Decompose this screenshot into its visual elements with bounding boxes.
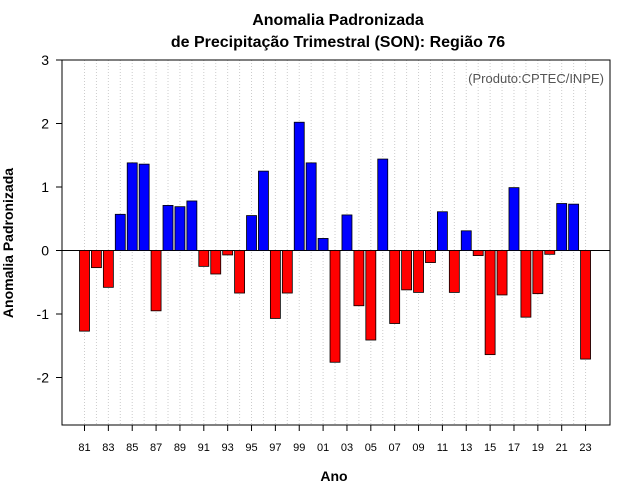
bar-21 (556, 203, 568, 251)
bar-22 (568, 203, 580, 251)
bar-96 (258, 170, 269, 251)
x-tick-label: 07 (389, 442, 401, 454)
bar-12 (448, 250, 460, 293)
bar-16 (496, 250, 508, 296)
bar-15 (484, 250, 496, 356)
bar-99 (293, 121, 305, 251)
grid-lines (84, 60, 587, 425)
y-axis: -2 -1 0 1 2 3 (37, 52, 62, 386)
bar-93 (222, 250, 234, 256)
x-tick-label: 91 (198, 442, 210, 454)
x-tick-label: 95 (245, 442, 257, 454)
bar-04 (353, 250, 365, 307)
credit-text: (Produto:CPTEC/INPE) (468, 71, 604, 86)
bar-81 (79, 250, 90, 332)
y-tick-label: 2 (41, 116, 49, 132)
x-tick-label: 97 (269, 442, 281, 454)
x-tick-label: 21 (556, 442, 568, 454)
bar-08 (401, 250, 413, 291)
y-axis-label: Anomalia Padronizada (0, 168, 16, 318)
bar-20 (544, 250, 556, 255)
y-tick-label: -2 (37, 370, 50, 386)
bar-88 (162, 205, 174, 251)
x-tick-label: 89 (174, 442, 186, 454)
bar-82 (91, 250, 102, 269)
bar-90 (186, 200, 198, 251)
bar-02 (329, 250, 341, 363)
x-axis-label: Ano (320, 468, 347, 484)
y-tick-label: 0 (41, 243, 49, 259)
x-tick-label: 15 (484, 442, 496, 454)
x-tick-label: 01 (317, 442, 329, 454)
x-tick-label: 09 (412, 442, 424, 454)
bar-09 (413, 250, 424, 293)
bar-00 (305, 162, 317, 251)
bar-91 (198, 250, 210, 267)
chart-title: Anomalia Padronizada (252, 12, 424, 29)
bar-97 (269, 250, 281, 319)
bar-07 (389, 250, 401, 324)
bar-92 (210, 250, 222, 275)
bar-95 (246, 215, 257, 251)
bar-84 (114, 213, 126, 251)
x-tick-label: 93 (222, 442, 234, 454)
x-tick-label: 99 (293, 442, 305, 454)
bar-11 (436, 211, 448, 251)
y-tick-label: -1 (37, 306, 50, 322)
bar-98 (281, 250, 293, 294)
x-tick-label: 23 (579, 442, 591, 454)
chart-subtitle: de Precipitação Trimestral (SON): Região… (171, 34, 505, 51)
bar-83 (102, 250, 114, 288)
bar-01 (317, 238, 329, 251)
bar-86 (138, 163, 150, 251)
bar-17 (508, 187, 520, 251)
x-tick-label: 87 (150, 442, 162, 454)
x-tick-label: 03 (341, 442, 353, 454)
bar-87 (150, 250, 162, 312)
bar-14 (472, 250, 484, 256)
x-tick-label: 19 (532, 442, 544, 454)
y-tick-label: 3 (41, 52, 49, 68)
x-tick-label: 17 (508, 442, 520, 454)
bar-85 (126, 162, 138, 251)
x-tick-label: 11 (437, 442, 448, 454)
x-tick-label: 81 (78, 442, 90, 454)
bar-18 (520, 250, 532, 318)
bar-06 (377, 158, 389, 251)
bar-89 (174, 206, 186, 251)
bar-10 (425, 250, 436, 263)
bar-19 (532, 250, 544, 295)
bar-23 (580, 250, 591, 360)
y-tick-label: 1 (41, 179, 49, 195)
x-tick-label: 85 (126, 442, 138, 454)
bar-13 (460, 230, 472, 251)
x-tick-label: 05 (365, 442, 377, 454)
plot-frame (61, 59, 611, 426)
bar-05 (365, 250, 377, 341)
x-tick-label: 83 (102, 442, 114, 454)
x-axis: 81 83 85 87 89 91 93 95 97 99 01 03 05 07 09 11 13 15 17 19… (78, 425, 592, 454)
x-tick-label: 13 (460, 442, 472, 454)
bar-94 (234, 250, 245, 294)
bar-03 (341, 214, 353, 251)
bar-series (79, 121, 591, 363)
